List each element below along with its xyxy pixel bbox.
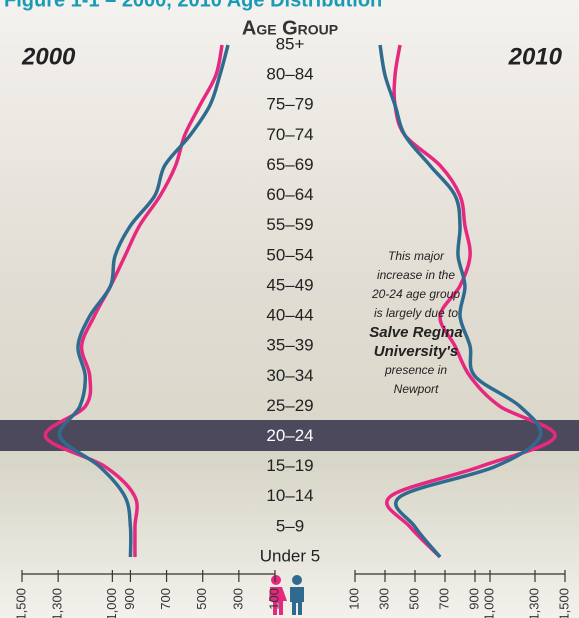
x-tick-label: 1,500 (556, 588, 571, 618)
annotation: 20-24 age group (371, 287, 460, 301)
annotation: Newport (394, 382, 439, 396)
annotation: Salve Regina (369, 324, 462, 341)
category-label: 45–49 (266, 275, 313, 294)
x-tick-label: 1,300 (526, 588, 541, 618)
category-label: 80–84 (266, 65, 313, 84)
annotation: is largely due to (374, 306, 458, 320)
x-tick-label: 700 (158, 588, 173, 610)
panel-label: 2000 (21, 43, 76, 70)
category-label: Under 5 (260, 546, 320, 565)
x-tick-label: 300 (230, 588, 245, 610)
x-tick-label: 1,000 (481, 588, 496, 618)
category-label: 60–64 (266, 185, 313, 204)
category-label: 40–44 (266, 306, 313, 325)
x-tick-label: 1,500 (13, 588, 28, 618)
category-label: 85+ (276, 34, 305, 53)
category-label: 50–54 (266, 245, 313, 264)
category-label: 10–14 (266, 486, 313, 505)
category-label: 55–59 (266, 215, 313, 234)
category-label: 5–9 (276, 516, 304, 535)
annotation: This major (388, 249, 445, 263)
category-label: 70–74 (266, 125, 313, 144)
panel-label: 2010 (508, 43, 563, 70)
x-tick-label: 700 (436, 588, 451, 610)
x-tick-label: 100 (346, 588, 361, 610)
category-label: 75–79 (266, 95, 313, 114)
x-tick-label: 500 (406, 588, 421, 610)
x-tick-label: 100 (266, 588, 281, 610)
category-label: 35–39 (266, 336, 313, 355)
x-tick-label: 1,000 (104, 588, 119, 618)
female-icon-head (271, 575, 281, 585)
x-tick-label: 1,300 (50, 588, 65, 618)
x-tick-label: 500 (194, 588, 209, 610)
chart: Figure 1-1 – 2000, 2010 Age Distribution… (0, 0, 579, 618)
x-tick-label: 900 (122, 588, 137, 610)
figure-title: Figure 1-1 – 2000, 2010 Age Distribution (4, 0, 382, 11)
x-tick-label: 300 (376, 588, 391, 610)
male-icon-head (292, 575, 302, 585)
category-label: 15–19 (266, 456, 313, 475)
category-label: 20–24 (266, 426, 313, 445)
category-label: 30–34 (266, 366, 313, 385)
annotation: presence in (384, 363, 447, 377)
category-label: 65–69 (266, 155, 313, 174)
category-label: 25–29 (266, 396, 313, 415)
annotation: University's (374, 343, 458, 360)
annotation: increase in the (377, 268, 455, 282)
x-tick-label: 900 (466, 588, 481, 610)
